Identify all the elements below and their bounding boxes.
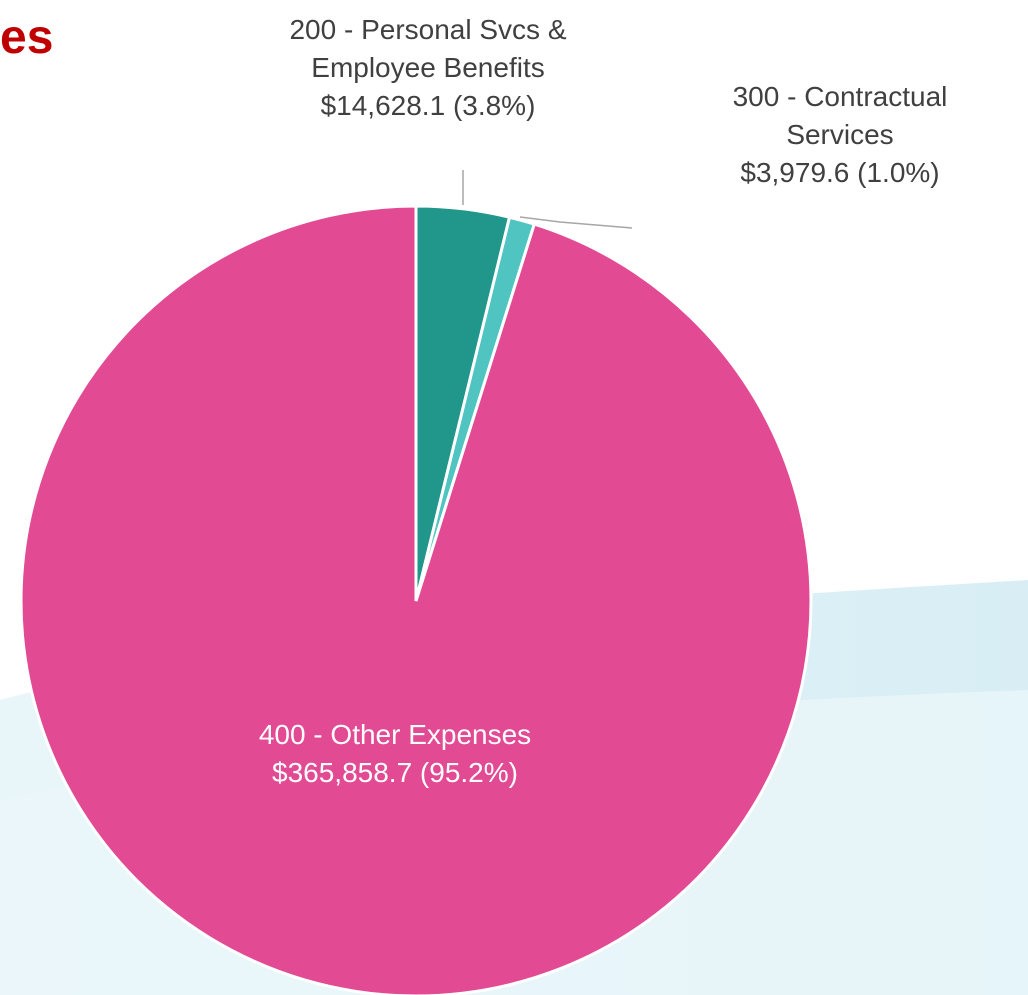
value-label: $14,628.1 (3.8%)	[320, 90, 536, 121]
slice-label: 200 - Personal Svcs & Employee Benefits	[289, 14, 567, 83]
slices	[19, 204, 813, 995]
slice-label: 300 - Contractual Services	[732, 81, 948, 150]
slice-label: 400 - Other Expenses	[258, 719, 532, 750]
leader-line	[519, 216, 633, 229]
value-label: $365,858.7 (95.2%)	[272, 757, 518, 788]
chart-title: es	[0, 11, 54, 64]
value-label: $3,979.6 (1.0%)	[740, 157, 940, 188]
pie-slice	[19, 204, 813, 995]
